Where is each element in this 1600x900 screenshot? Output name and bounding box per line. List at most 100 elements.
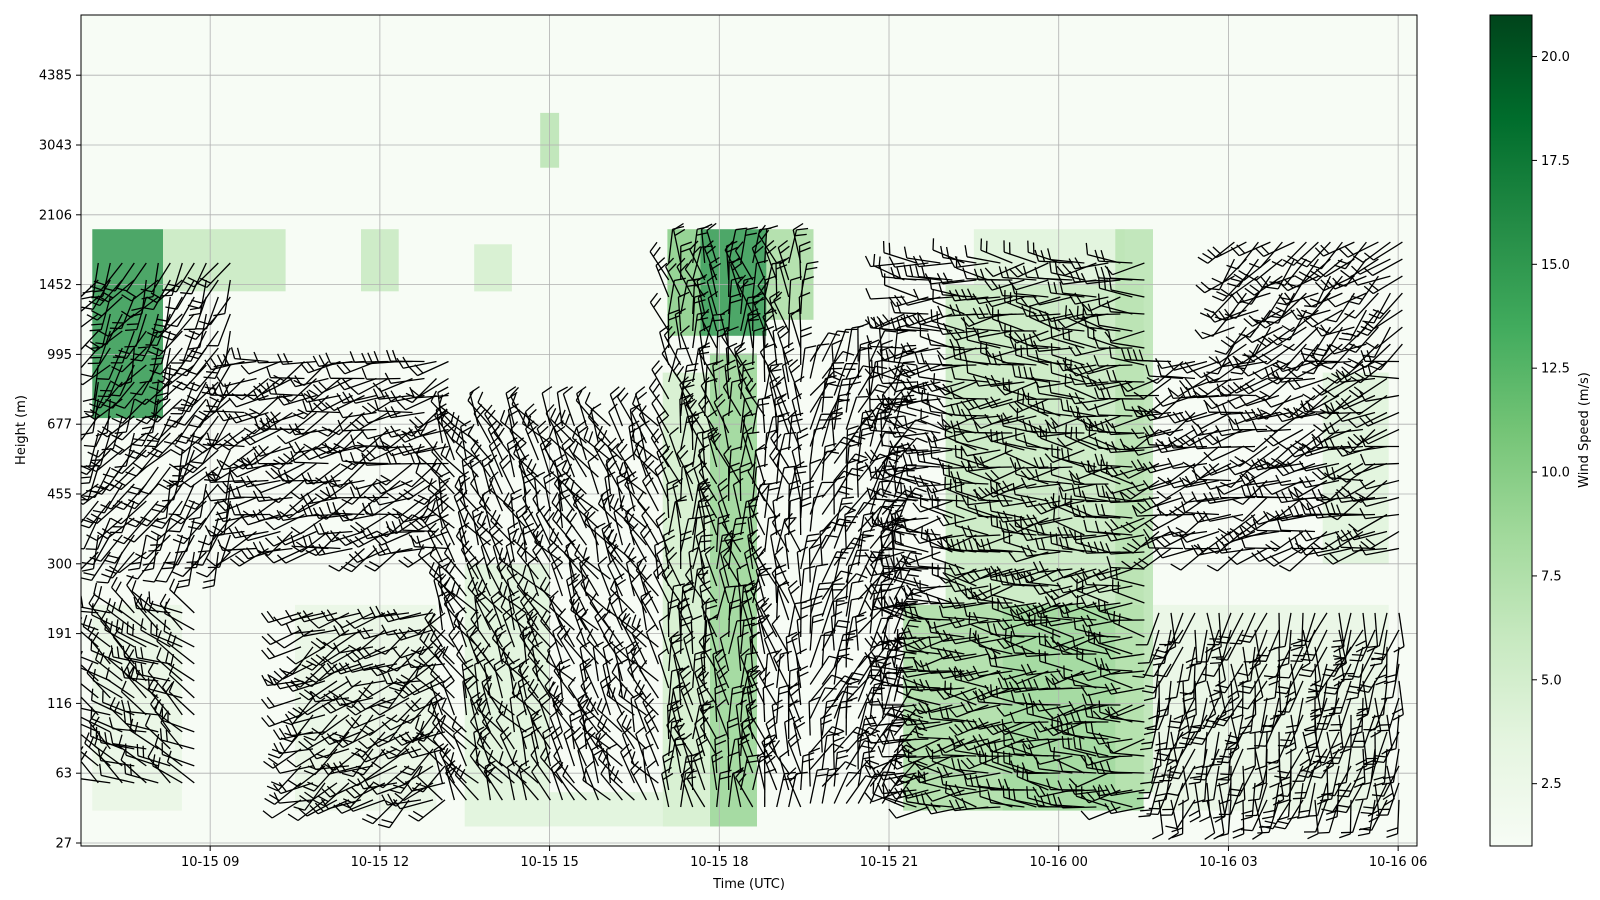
wind-barb bbox=[166, 534, 195, 566]
wind-barb bbox=[265, 462, 305, 480]
wind-barb bbox=[81, 381, 99, 419]
wind-barb bbox=[127, 466, 159, 496]
wind-barb bbox=[252, 444, 293, 457]
wind-barb bbox=[109, 551, 147, 574]
wind-barb bbox=[102, 690, 135, 716]
speed-region bbox=[549, 792, 663, 827]
wind-barb bbox=[103, 262, 135, 292]
wind-barb bbox=[81, 483, 99, 498]
wind-barb bbox=[90, 688, 123, 716]
wind-barb bbox=[191, 534, 219, 566]
x-tick-label: 10-15 09 bbox=[181, 855, 239, 870]
wind-barb bbox=[180, 262, 207, 295]
wind-barb bbox=[163, 415, 195, 445]
wind-barb bbox=[228, 411, 269, 424]
wind-barb bbox=[115, 262, 147, 292]
wind-barb bbox=[140, 618, 171, 648]
y-tick-label: 455 bbox=[47, 488, 72, 503]
wind-barb bbox=[103, 534, 135, 564]
wind-barb bbox=[150, 622, 183, 648]
wind-barb bbox=[205, 471, 245, 484]
wind-barb bbox=[109, 364, 147, 388]
wind-barb bbox=[97, 347, 123, 380]
colorbar-ticks: 2.5 5.0 7.5 10.0 12.5 15.0 17.5 20.0 bbox=[1532, 50, 1570, 792]
colorbar-tick-label: 17.5 bbox=[1541, 154, 1570, 169]
wind-barb bbox=[93, 582, 123, 614]
wind-barb bbox=[253, 351, 293, 364]
wind-barb bbox=[240, 475, 281, 488]
wind-barb bbox=[81, 750, 99, 767]
wind-barb bbox=[173, 432, 195, 468]
wind-barb bbox=[89, 296, 111, 332]
wind-barb bbox=[130, 364, 159, 396]
wind-barb bbox=[143, 596, 171, 631]
wind-barb bbox=[135, 534, 171, 560]
x-tick-label: 10-16 03 bbox=[1199, 855, 1257, 870]
wind-barb bbox=[195, 262, 231, 288]
colorbar-tick-label: 2.5 bbox=[1541, 777, 1562, 792]
wind-barb bbox=[123, 762, 159, 784]
wind-barb bbox=[81, 364, 111, 386]
wind-barb bbox=[252, 541, 293, 554]
wind-barb bbox=[182, 449, 219, 474]
wind-barb bbox=[120, 680, 147, 716]
wind-barb bbox=[252, 388, 293, 401]
wind-barb bbox=[81, 500, 111, 529]
wind-barb bbox=[169, 432, 207, 456]
wind-barb bbox=[86, 662, 111, 699]
wind-barb bbox=[153, 296, 183, 328]
wind-barb bbox=[177, 381, 207, 413]
wind-barb bbox=[125, 449, 159, 477]
wind-barb bbox=[111, 576, 135, 614]
wind-barb bbox=[102, 449, 135, 479]
wind-barb bbox=[141, 279, 171, 311]
wind-barb bbox=[157, 364, 195, 387]
wind-barb bbox=[86, 296, 123, 321]
wind-barb bbox=[228, 428, 269, 444]
wind-barb bbox=[268, 480, 305, 504]
wind-barb bbox=[81, 551, 99, 570]
wind-barb bbox=[81, 279, 99, 298]
wind-barb bbox=[168, 663, 195, 699]
wind-barb bbox=[109, 432, 147, 455]
wind-barb bbox=[161, 677, 183, 716]
wind-barb bbox=[187, 279, 219, 309]
y-tick-label: 3043 bbox=[39, 139, 72, 154]
y-tick-label: 677 bbox=[47, 418, 72, 433]
speed-region bbox=[92, 229, 163, 419]
colorbar-tick-label: 7.5 bbox=[1541, 569, 1562, 584]
wind-barb bbox=[216, 496, 257, 512]
wind-barb bbox=[202, 551, 219, 589]
wind-barb bbox=[149, 347, 183, 375]
wind-barb bbox=[179, 330, 207, 362]
y-tick-label: 116 bbox=[47, 697, 72, 712]
wind-barb bbox=[104, 618, 135, 648]
wind-barb bbox=[166, 750, 195, 784]
wind-barb bbox=[83, 415, 111, 448]
wind-barb bbox=[109, 732, 147, 750]
x-tick-label: 10-15 18 bbox=[690, 855, 748, 870]
wind-barb bbox=[81, 723, 99, 733]
wind-barb bbox=[81, 347, 99, 369]
colorbar-label: Wind Speed (m/s) bbox=[1577, 372, 1592, 488]
wind-barb bbox=[125, 296, 147, 332]
wind-barb bbox=[165, 650, 195, 682]
wind-barb bbox=[186, 415, 219, 444]
wind-barb bbox=[166, 631, 195, 665]
wind-barb bbox=[97, 415, 135, 438]
wind-barb bbox=[197, 517, 231, 546]
wind-barb bbox=[110, 500, 147, 525]
colorbar-tick-label: 10.0 bbox=[1541, 466, 1570, 481]
wind-barb bbox=[86, 500, 123, 525]
y-tick-label: 2106 bbox=[39, 208, 72, 223]
colorbar bbox=[1489, 14, 1533, 847]
wind-barb bbox=[161, 313, 195, 341]
wind-barb bbox=[172, 364, 207, 391]
wind-barb bbox=[231, 377, 269, 401]
wind-barb bbox=[240, 360, 281, 375]
wind-barb bbox=[94, 734, 123, 767]
colorbar-tick-label: 15.0 bbox=[1541, 258, 1570, 273]
wind-barb bbox=[205, 489, 245, 502]
speed-region bbox=[1153, 604, 1389, 811]
wind-barb bbox=[264, 411, 305, 424]
